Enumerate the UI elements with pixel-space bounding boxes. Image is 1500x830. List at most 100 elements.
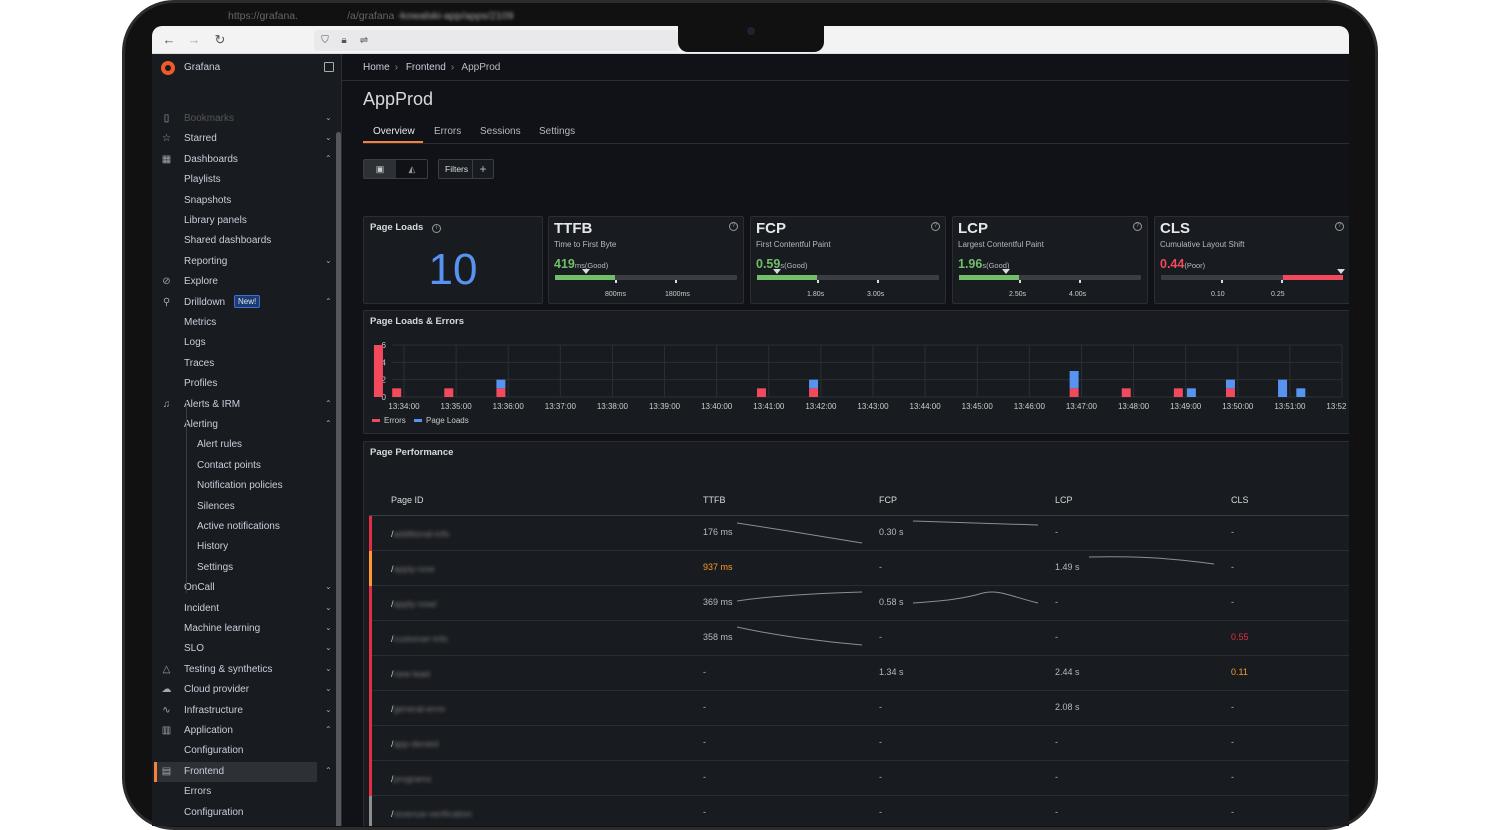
table-row[interactable]: /app-denied - - - -	[369, 726, 1349, 761]
page-id[interactable]: /apply-now	[391, 564, 435, 574]
sidebar-item-alerts-irm[interactable]: ♫ Alerts & IRM ⌃	[152, 395, 342, 415]
sidebar-item-infrastructure[interactable]: ∿ Infrastructure ⌄	[152, 701, 342, 721]
sidebar-item-machine-learning[interactable]: Machine learning ⌄	[152, 619, 342, 639]
legend-item-errors[interactable]: Errors	[372, 416, 406, 425]
tab-sessions[interactable]: Sessions	[480, 126, 521, 137]
page-id[interactable]: /additional-info	[391, 529, 450, 539]
sidebar-item-oncall[interactable]: OnCall ⌄	[152, 578, 342, 598]
sidebar-item-notification-policies[interactable]: Notification policies	[152, 476, 342, 496]
page-id[interactable]: /revenue-verification	[391, 809, 472, 819]
table-row[interactable]: /general-error - - 2.08 s -	[369, 691, 1349, 726]
dock-menu-icon[interactable]	[324, 62, 334, 72]
sidebar-item-playlists[interactable]: Playlists	[152, 170, 342, 190]
sidebar-item-silences[interactable]: Silences	[152, 497, 342, 517]
table-row[interactable]: /programs - - - -	[369, 761, 1349, 796]
sidebar-item-dashboards[interactable]: ▦ Dashboards ⌃	[152, 150, 342, 170]
reload-icon[interactable]: ↻	[214, 32, 226, 47]
column-header[interactable]: Page ID	[391, 495, 424, 505]
page-id[interactable]: /general-error	[391, 704, 446, 714]
page-id[interactable]: /customer-info	[391, 634, 448, 644]
url-text[interactable]: https://grafana.fundo.com/a/grafana -kow…	[228, 10, 514, 22]
chevron-down-icon[interactable]: ⌄	[325, 255, 332, 265]
sidebar-item-drilldown[interactable]: ⚲ Drilldown ⌃ New!	[152, 293, 342, 313]
chevron-down-icon[interactable]: ⌄	[325, 133, 332, 143]
sidebar-item-library-panels[interactable]: Library panels	[152, 211, 342, 231]
info-icon[interactable]: i	[432, 224, 441, 233]
sidebar-item-explore[interactable]: ⊘ Explore	[152, 272, 342, 292]
sidebar-item-errors[interactable]: Errors	[152, 782, 342, 802]
sidebar-scrollbar[interactable]	[336, 132, 341, 826]
sidebar-item-shared-dashboards[interactable]: Shared dashboards	[152, 231, 342, 251]
help-icon[interactable]: ?	[1335, 222, 1344, 231]
sidebar-item-cloud-provider[interactable]: ☁ Cloud provider ⌄	[152, 680, 342, 700]
chevron-down-icon[interactable]: ⌄	[325, 663, 332, 673]
page-id[interactable]: /new-lead	[391, 669, 430, 679]
sidebar-item-history[interactable]: History	[152, 537, 342, 557]
table-row[interactable]: /new-lead - 1.34 s 2.44 s 0.11	[369, 656, 1349, 691]
column-header[interactable]: TTFB	[703, 495, 726, 505]
sidebar-item-configuration[interactable]: Configuration	[152, 803, 342, 823]
table-row[interactable]: /customer-info 358 ms - - 0.55	[369, 621, 1349, 656]
sidebar-item-frontend[interactable]: ▤ Frontend ⌃	[154, 761, 332, 782]
sidebar-item-active-notifications[interactable]: Active notifications	[152, 517, 342, 537]
chevron-down-icon[interactable]: ⌄	[325, 643, 332, 653]
page-id[interactable]: /apply-now/	[391, 599, 437, 609]
sidebar-item-slo[interactable]: SLO ⌄	[152, 639, 342, 659]
chevron-up-icon[interactable]: ⌃	[325, 765, 332, 775]
breadcrumb-frontend[interactable]: Frontend	[405, 62, 446, 73]
help-icon[interactable]: ?	[931, 222, 940, 231]
tab-errors[interactable]: Errors	[434, 126, 462, 137]
sidebar-item-contact-points[interactable]: Contact points	[152, 456, 342, 476]
chevron-down-icon[interactable]: ⌄	[325, 602, 332, 612]
sidebar-item-starred[interactable]: ☆ Starred ⌄	[152, 129, 342, 149]
column-header[interactable]: FCP	[879, 495, 897, 505]
chevron-up-icon[interactable]: ⌃	[325, 398, 332, 408]
sidebar-item-bookmarks[interactable]: ▯ Bookmarks ⌄	[152, 109, 342, 129]
tab-settings[interactable]: Settings	[539, 126, 576, 137]
chevron-down-icon[interactable]: ⌄	[325, 684, 332, 694]
sidebar-item-alert-rules[interactable]: Alert rules	[152, 435, 342, 455]
chevron-down-icon[interactable]: ⌄	[325, 582, 332, 592]
chevron-up-icon[interactable]: ⌃	[325, 153, 332, 163]
sidebar-item-testing-synthetics[interactable]: △ Testing & synthetics ⌄	[152, 660, 342, 680]
sidebar-item-traces[interactable]: Traces	[152, 354, 342, 374]
sidebar-item-profiles[interactable]: Profiles	[152, 374, 342, 394]
page-id[interactable]: /app-denied	[391, 739, 439, 749]
chevron-up-icon[interactable]: ⌃	[325, 419, 332, 428]
url-bar[interactable]: ⛉ 🔒︎ ⇌	[314, 30, 678, 51]
breadcrumb-home[interactable]: Home	[363, 62, 390, 73]
sidebar-item-alerting[interactable]: Alerting ⌃	[152, 415, 342, 435]
chevron-down-icon[interactable]: ⌄	[325, 623, 332, 632]
column-header[interactable]: CLS	[1231, 495, 1249, 505]
sidebar-item-metrics[interactable]: Metrics	[152, 313, 342, 333]
add-filter-button[interactable]: +	[472, 160, 493, 178]
filters-label[interactable]: Filters	[445, 164, 469, 174]
sidebar-item-incident[interactable]: Incident ⌄	[152, 599, 342, 619]
column-header[interactable]: LCP	[1055, 495, 1073, 505]
sidebar-item-settings[interactable]: Settings	[152, 558, 342, 578]
sidebar-item-application[interactable]: ▥ Application ⌃	[152, 721, 342, 741]
chevron-down-icon[interactable]: ⌄	[325, 704, 332, 714]
forward-icon[interactable]: →	[187, 32, 201, 47]
help-icon[interactable]: ?	[729, 222, 738, 231]
graph-view-icon[interactable]: ◭	[408, 164, 416, 174]
panels-view-icon[interactable]: ▣	[364, 160, 396, 178]
tab-overview[interactable]: Overview	[373, 126, 415, 137]
chevron-up-icon[interactable]: ⌃	[325, 296, 332, 306]
sidebar-item-snapshots[interactable]: Snapshots	[152, 191, 342, 211]
table-row[interactable]: /apply-now/369 ms 0.58 s - -	[369, 586, 1349, 621]
table-row[interactable]: /additional-info 176 ms 0.30 s - -	[369, 516, 1349, 551]
table-row[interactable]: /revenue-verification - - - -	[369, 796, 1349, 826]
back-icon[interactable]: ←	[162, 32, 176, 47]
chevron-down-icon[interactable]: ⌄	[325, 113, 332, 122]
table-row[interactable]: /apply-now 937 ms - 1.49 s -	[369, 551, 1349, 586]
sidebar-item-reporting[interactable]: Reporting ⌄	[152, 252, 342, 272]
help-icon[interactable]: ?	[1133, 222, 1142, 231]
errors-chart[interactable]: 0 2 4 6 13:34:00 13:35:00 13:36:00 13:37:00 13:3…	[372, 339, 1347, 414]
chevron-up-icon[interactable]: ⌃	[325, 725, 332, 734]
sidebar-item-configuration[interactable]: Configuration	[152, 741, 342, 761]
page-id[interactable]: /programs	[391, 774, 432, 784]
legend-item-page-loads[interactable]: Page Loads	[414, 416, 469, 425]
grafana-logo-icon[interactable]	[161, 61, 175, 75]
sidebar-item-logs[interactable]: Logs	[152, 333, 342, 353]
